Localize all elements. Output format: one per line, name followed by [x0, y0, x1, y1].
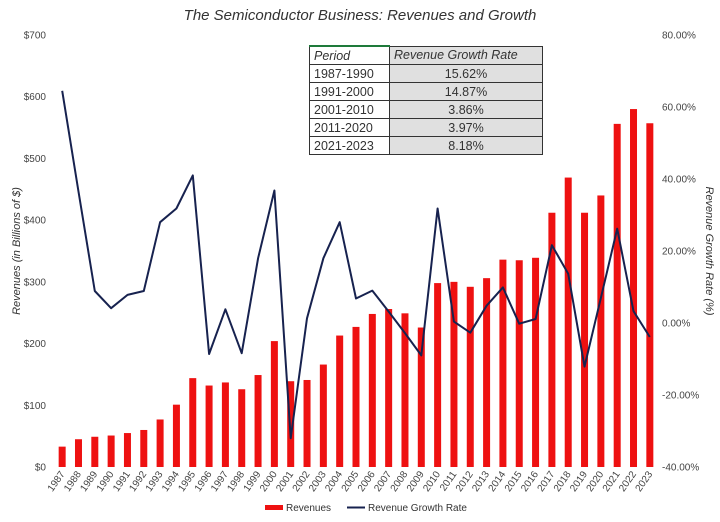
chart-title: The Semiconductor Business: Revenues and…: [184, 7, 537, 24]
right-tick-label: 20.00%: [662, 247, 696, 258]
revenue-bar: [466, 286, 474, 467]
revenue-bar: [238, 389, 246, 467]
table-cell-period: 1987-1990: [309, 64, 390, 83]
revenue-bar: [221, 382, 229, 467]
revenue-bar: [483, 278, 491, 467]
revenue-bar: [123, 433, 131, 467]
table-cell-growth: 15.62%: [389, 64, 543, 83]
right-axis-title: Revenue Growth Rate (%): [703, 187, 715, 316]
left-tick-label: $700: [24, 31, 47, 42]
revenue-bar: [417, 327, 425, 467]
revenue-bar: [107, 435, 115, 467]
table-header-growth: Revenue Growth Rate: [389, 45, 543, 65]
left-axis-ticks: $0 $100 $200 $300 $400 $500 $600 $700: [24, 31, 47, 474]
legend-swatch-revenues: [265, 505, 283, 510]
revenue-bar: [630, 109, 638, 468]
revenue-bar: [548, 212, 556, 467]
left-tick-label: $300: [24, 277, 47, 288]
table-row: 2011-2020 3.97%: [309, 118, 543, 137]
revenue-bar: [368, 313, 376, 467]
revenue-bar: [532, 257, 540, 467]
left-tick-label: $400: [24, 216, 47, 227]
right-tick-label: 40.00%: [662, 175, 696, 186]
revenue-bar: [581, 212, 589, 467]
revenue-bar: [385, 309, 393, 467]
revenue-bar: [597, 195, 605, 467]
growth-rate-table: Period Revenue Growth Rate 1987-1990 15.…: [309, 45, 543, 155]
revenue-bar: [205, 385, 213, 467]
table-cell-growth: 14.87%: [389, 82, 543, 101]
revenue-bar: [319, 364, 327, 467]
right-axis-ticks: -40.00% -20.00% 0.00% 20.00% 40.00% 60.00% 80.…: [662, 31, 699, 474]
revenue-bar: [172, 404, 180, 467]
revenue-bar: [189, 378, 197, 467]
revenue-bar: [91, 436, 99, 467]
growth-rate-line: [61, 90, 651, 440]
revenue-bar: [564, 177, 572, 467]
revenue-bar: [401, 313, 409, 467]
right-tick-label: -20.00%: [662, 391, 699, 402]
left-tick-label: $0: [35, 463, 47, 474]
table-header-period: Period: [309, 45, 390, 65]
revenue-bar: [74, 439, 82, 467]
revenue-bar: [140, 429, 148, 467]
table-cell-period: 2001-2010: [309, 100, 390, 119]
table-cell-growth: 3.86%: [389, 100, 543, 119]
table-row: 1987-1990 15.62%: [309, 64, 543, 83]
table-row: 1991-2000 14.87%: [309, 82, 543, 101]
table-header-row: Period Revenue Growth Rate: [309, 45, 543, 65]
left-tick-label: $600: [24, 92, 47, 103]
revenue-bar: [515, 260, 523, 467]
x-tick-label: 2010: [421, 469, 443, 494]
revenue-bars: [58, 109, 654, 468]
revenue-bar: [646, 123, 654, 467]
revenue-bar: [58, 446, 66, 467]
revenue-bar: [434, 283, 442, 467]
right-tick-label: 60.00%: [662, 103, 696, 114]
table-cell-period: 1991-2000: [309, 82, 390, 101]
legend: Revenues Revenue Growth Rate: [265, 503, 467, 514]
revenue-bar: [303, 379, 311, 467]
left-axis-title: Revenues (in Billions of $): [11, 187, 23, 315]
right-tick-label: 80.00%: [662, 31, 696, 42]
legend-label-revenues: Revenues: [286, 503, 331, 514]
table-row: 2021-2023 8.18%: [309, 136, 543, 155]
growth-line: [61, 90, 651, 440]
revenue-bar: [336, 335, 344, 467]
table-cell-period: 2011-2020: [309, 118, 390, 137]
revenue-bar: [352, 326, 360, 467]
revenue-bar: [499, 259, 507, 467]
right-tick-label: -40.00%: [662, 463, 699, 474]
revenue-bar: [613, 123, 621, 468]
revenue-bar: [254, 375, 262, 467]
left-tick-label: $200: [24, 339, 47, 350]
table-cell-growth: 3.97%: [389, 118, 543, 137]
revenue-bar: [156, 419, 164, 467]
table-cell-growth: 8.18%: [389, 136, 543, 155]
x-axis-ticks: 1987198819891990199119921993199419951996…: [46, 469, 656, 494]
right-tick-label: 0.00%: [662, 319, 690, 330]
table-row: 2001-2010 3.86%: [309, 100, 543, 119]
legend-label-growth: Revenue Growth Rate: [368, 503, 467, 514]
left-tick-label: $500: [24, 154, 47, 165]
table-cell-period: 2021-2023: [309, 136, 390, 155]
x-tick-label: 2023: [634, 469, 656, 494]
revenue-bar: [450, 281, 458, 467]
revenue-bar: [270, 341, 278, 467]
left-tick-label: $100: [24, 401, 47, 412]
